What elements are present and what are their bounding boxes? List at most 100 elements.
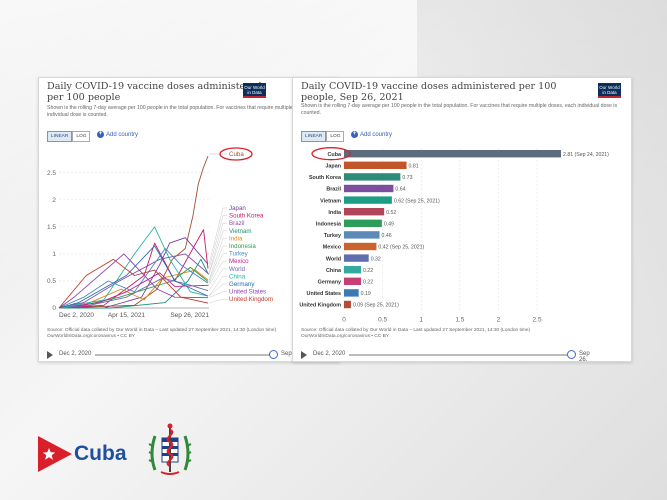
x-tick-label: 1.5 bbox=[455, 316, 464, 323]
legend-connector bbox=[208, 268, 227, 291]
legend-connector bbox=[208, 230, 227, 275]
timeline-end-date: Sep 26, 2021 bbox=[579, 351, 590, 362]
y-tick-label: 1.5 bbox=[47, 224, 56, 231]
linear-scale-button[interactable]: LINEAR bbox=[47, 131, 73, 142]
bar bbox=[344, 208, 385, 216]
legend-label: World bbox=[229, 266, 246, 273]
legend-label: Mexico bbox=[229, 258, 249, 265]
legend-label: United States bbox=[229, 289, 266, 296]
y-tick-label: 2.5 bbox=[47, 170, 56, 177]
source-link[interactable]: OurWorldInData.org/coronavirus • CC BY bbox=[301, 333, 389, 339]
source-text: Source: Official data collated by Our Wo… bbox=[47, 328, 277, 333]
value-label: 0.49 bbox=[384, 222, 394, 228]
legend-label: Brazil bbox=[229, 220, 244, 227]
legend-connector bbox=[208, 260, 227, 286]
timeline: Dec 2, 2020 Sep 26, 2021 bbox=[301, 349, 591, 361]
cuba-logo: Cuba bbox=[38, 436, 128, 476]
x-tick-label: 2.5 bbox=[533, 316, 542, 323]
legend-label: South Korea bbox=[229, 213, 264, 220]
bar bbox=[344, 219, 382, 227]
bar bbox=[344, 161, 407, 169]
legend-connector bbox=[208, 283, 227, 297]
scale-toggle: LINEAR LOG bbox=[47, 131, 91, 142]
series-line bbox=[58, 226, 209, 309]
timeline-track[interactable] bbox=[95, 354, 273, 356]
chart-title: Daily COVID-19 vaccine doses administere… bbox=[47, 81, 262, 103]
line-chart-panel: Daily COVID-19 vaccine doses administere… bbox=[38, 77, 340, 362]
timeline-handle[interactable] bbox=[567, 350, 576, 359]
value-label: 0.64 bbox=[395, 187, 405, 193]
add-country-button[interactable]: + Add country bbox=[351, 131, 392, 138]
series-line bbox=[58, 245, 209, 309]
log-scale-button[interactable]: LOG bbox=[72, 131, 91, 142]
source-text: Source: Official data collated by Our Wo… bbox=[301, 328, 531, 333]
series-line bbox=[59, 258, 209, 309]
highlight-ellipse bbox=[311, 147, 351, 161]
log-scale-button[interactable]: LOG bbox=[326, 131, 345, 142]
source-link[interactable]: OurWorldInData.org/coronavirus • CC BY bbox=[47, 333, 135, 339]
value-label: 0.62 (Sep 25, 2021) bbox=[394, 198, 440, 204]
category-label: Japan bbox=[325, 164, 341, 170]
highlight-ellipse bbox=[219, 147, 253, 161]
bar bbox=[344, 277, 361, 285]
x-tick-label: 0 bbox=[342, 316, 346, 323]
legend-label: United Kingdom bbox=[229, 296, 273, 303]
x-tick-label: 0.5 bbox=[378, 316, 387, 323]
timeline-track[interactable] bbox=[349, 354, 571, 356]
x-tick-label: 2 bbox=[497, 316, 501, 323]
timeline-start-date: Dec 2, 2020 bbox=[313, 351, 346, 357]
bar bbox=[344, 289, 359, 297]
owid-logo: Our World in Data bbox=[598, 83, 621, 98]
add-country-button[interactable]: + Add country bbox=[97, 131, 138, 138]
play-icon[interactable] bbox=[301, 351, 307, 359]
chart-title: Daily COVID-19 vaccine doses administere… bbox=[301, 81, 557, 103]
series-line bbox=[58, 269, 209, 309]
add-country-label: Add country bbox=[360, 131, 393, 138]
add-country-label: Add country bbox=[106, 131, 139, 138]
bar bbox=[344, 173, 401, 181]
legend-label: Vietnam bbox=[229, 228, 252, 235]
owid-logo: Our World in Data bbox=[243, 83, 266, 98]
category-label: Brazil bbox=[326, 187, 341, 193]
scale-toggle: LINEAR LOG bbox=[301, 131, 345, 142]
value-label: 2.81 (Sep 24, 2021) bbox=[563, 152, 609, 158]
value-label: 0.22 bbox=[363, 280, 373, 286]
bar-chart-panel: Daily COVID-19 vaccine doses administere… bbox=[292, 77, 632, 362]
bar-chart: 0 0.5 1 1.5 2 2.5 Cuba 2.81 (Sep 24, 2021) Japan… bbox=[299, 147, 609, 323]
legend-label: India bbox=[229, 235, 243, 242]
cuba-flag-triangle-icon bbox=[38, 436, 72, 472]
y-tick-label: 0 bbox=[52, 305, 56, 312]
value-label: 0.42 (Sep 25, 2021) bbox=[378, 245, 424, 251]
category-label: World bbox=[326, 256, 341, 262]
category-label: China bbox=[326, 268, 342, 274]
category-label: Indonesia bbox=[316, 222, 342, 228]
bar bbox=[344, 254, 369, 262]
category-label: Vietnam bbox=[320, 198, 341, 204]
bar bbox=[344, 196, 392, 204]
health-ministry-emblem-icon bbox=[148, 423, 192, 475]
x-tick-label: 1 bbox=[419, 316, 423, 323]
legend-label: Cuba bbox=[229, 151, 244, 158]
y-tick-label: 2 bbox=[52, 197, 56, 204]
series-line bbox=[58, 272, 209, 309]
x-tick-label: Dec 2, 2020 bbox=[59, 312, 94, 319]
series-line bbox=[58, 155, 209, 309]
cuba-logo-text: Cuba bbox=[74, 442, 127, 465]
legend-label: Japan bbox=[229, 205, 246, 212]
category-label: United States bbox=[307, 291, 341, 297]
category-label: Turkey bbox=[324, 233, 341, 239]
value-label: 0.46 bbox=[382, 233, 392, 239]
plus-icon: + bbox=[351, 131, 358, 138]
legend-label: Indonesia bbox=[229, 243, 256, 250]
category-label: India bbox=[328, 210, 342, 216]
value-label: 0.52 bbox=[386, 210, 396, 216]
legend-label: Germany bbox=[229, 281, 255, 288]
value-label: 0.09 (Sep 25, 2021) bbox=[353, 303, 399, 309]
timeline-start-date: Dec 2, 2020 bbox=[59, 351, 92, 357]
timeline-handle[interactable] bbox=[269, 350, 278, 359]
linear-scale-button[interactable]: LINEAR bbox=[301, 131, 327, 142]
series-line bbox=[58, 248, 209, 309]
chart-subtitle: Shown is the rolling 7-day average per 1… bbox=[301, 103, 618, 116]
series-line bbox=[58, 277, 209, 309]
play-icon[interactable] bbox=[47, 351, 53, 359]
